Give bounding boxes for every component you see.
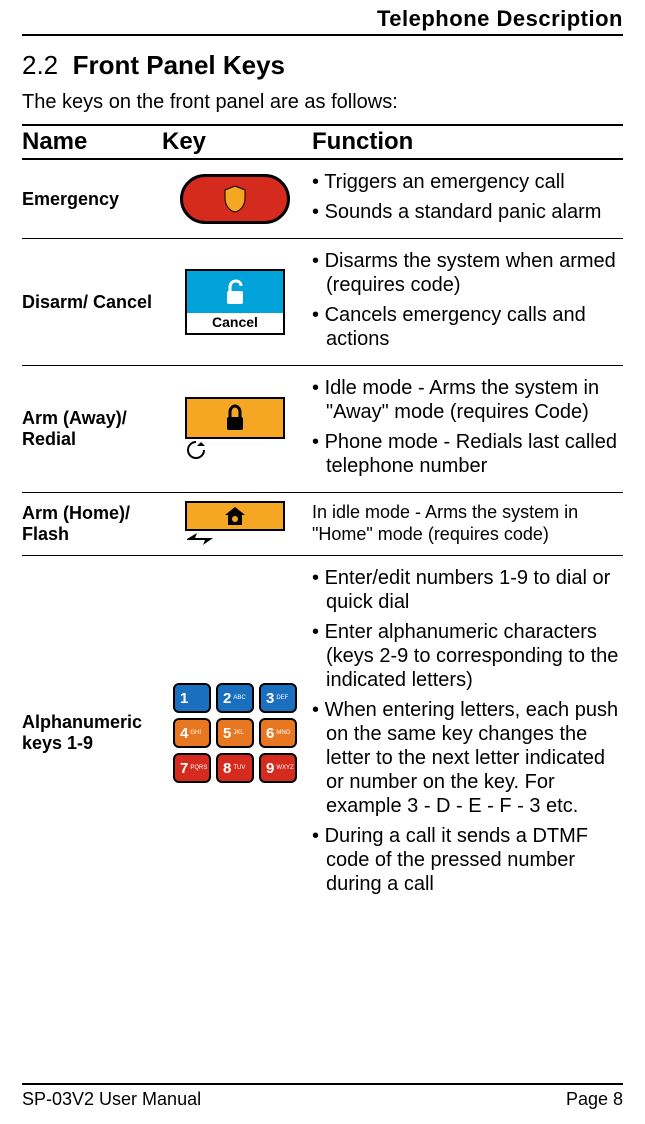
function-item: Sounds a standard panic alarm <box>312 200 619 224</box>
keypad-key: 8TUV <box>216 753 254 783</box>
keypad-key: 1 <box>173 683 211 713</box>
arm-away-key-icon <box>185 397 285 461</box>
row-name: Emergency <box>22 159 162 239</box>
table-row: Arm (Home)/ Flash <box>22 493 623 556</box>
function-item: When entering letters, each push on the … <box>312 698 619 818</box>
footer-left: SP-03V2 User Manual <box>22 1089 201 1110</box>
row-name: Arm (Away)/ Redial <box>22 366 162 493</box>
function-item: Triggers an emergency call <box>312 170 619 194</box>
cancel-label: Cancel <box>187 313 283 330</box>
keypad-key: 3DEF <box>259 683 297 713</box>
disarm-key-icon: Cancel <box>185 269 285 335</box>
redial-icon <box>185 439 285 461</box>
function-item: During a call it sends a DTMF code of th… <box>312 824 619 896</box>
function-item: Cancels emergency calls and actions <box>312 303 619 351</box>
function-item: Enter/edit numbers 1-9 to dial or quick … <box>312 566 619 614</box>
keypad-key: 7PQRS <box>173 753 211 783</box>
keypad-key: 9WXYZ <box>259 753 297 783</box>
th-key: Key <box>162 125 312 159</box>
flash-icon <box>185 531 285 547</box>
arm-home-key-icon <box>185 501 285 547</box>
keypad-icon: 1 2ABC 3DEF 4GHI 5JKL 6MNO 7PQRS 8TUV 9W… <box>162 683 308 783</box>
keypad-key: 6MNO <box>259 718 297 748</box>
function-list: Idle mode - Arms the system in "Away" mo… <box>312 376 619 478</box>
keypad-key: 5JKL <box>216 718 254 748</box>
emergency-key-icon <box>180 174 290 224</box>
function-item: Phone mode - Redials last called telepho… <box>312 430 619 478</box>
section-heading: 2.2 Front Panel Keys <box>22 50 623 81</box>
section-title: Front Panel Keys <box>73 50 285 80</box>
row-name: Arm (Home)/ Flash <box>22 493 162 556</box>
row-name: Alphanumeric keys 1-9 <box>22 556 162 911</box>
function-item: In idle mode - Arms the system in "Home"… <box>312 502 619 545</box>
page-header: Telephone Description <box>22 6 623 36</box>
page-footer: SP-03V2 User Manual Page 8 <box>22 1083 623 1110</box>
function-item: Idle mode - Arms the system in "Away" mo… <box>312 376 619 424</box>
function-item: Enter alphanumeric characters (keys 2-9 … <box>312 620 619 692</box>
table-row: Disarm/ Cancel Cancel Disarms the system… <box>22 239 623 366</box>
section-intro: The keys on the front panel are as follo… <box>22 91 623 114</box>
th-function: Function <box>312 125 623 159</box>
section-number: 2.2 <box>22 50 58 80</box>
function-list: Triggers an emergency call Sounds a stan… <box>312 170 619 224</box>
function-list: Disarms the system when armed (requires … <box>312 249 619 351</box>
th-name: Name <box>22 125 162 159</box>
footer-right: Page 8 <box>566 1089 623 1110</box>
function-item: Disarms the system when armed (requires … <box>312 249 619 297</box>
keypad-key: 2ABC <box>216 683 254 713</box>
keypad-key: 4GHI <box>173 718 211 748</box>
function-list: Enter/edit numbers 1-9 to dial or quick … <box>312 566 619 896</box>
table-row: Emergency Triggers an emergency call Sou… <box>22 159 623 239</box>
table-row: Alphanumeric keys 1-9 1 2ABC 3DEF 4GHI 5… <box>22 556 623 911</box>
table-row: Arm (Away)/ Redial <box>22 366 623 493</box>
row-name: Disarm/ Cancel <box>22 239 162 366</box>
keys-table: Name Key Function Emergency Triggers an … <box>22 124 623 910</box>
